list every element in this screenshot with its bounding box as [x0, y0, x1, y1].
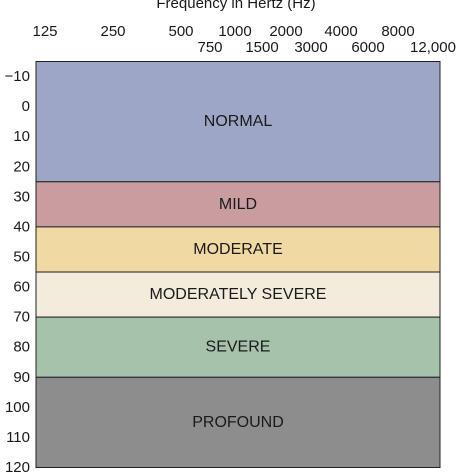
band-label: SEVERE [206, 339, 271, 356]
x-tick-label: 12,000 [410, 39, 456, 56]
band-severe [35, 316, 441, 378]
band-label: PROFOUND [192, 414, 284, 431]
x-tick-label: 3000 [294, 39, 327, 56]
x-tick-label: 750 [197, 39, 222, 56]
band-mild [35, 181, 441, 228]
y-tick-label: 40 [13, 218, 30, 235]
y-tick-label: 120 [5, 459, 30, 474]
band-profound [35, 376, 441, 468]
x-tick-label: 1500 [245, 39, 278, 56]
y-tick-label: 100 [5, 399, 30, 416]
x-tick-labels-top-row: 125 250 500 1000 2000 4000 8000 [32, 23, 414, 40]
severity-bands: NORMAL MILD MODERATE MODERATELY SEVERE SEVER… [35, 61, 441, 468]
x-tick-label: 8000 [381, 23, 414, 40]
y-tick-label: −10 [5, 68, 30, 85]
x-tick-label: 4000 [324, 23, 357, 40]
band-label: MODERATELY SEVERE [150, 286, 327, 303]
band-label: NORMAL [204, 113, 273, 130]
x-tick-label: 6000 [351, 39, 384, 56]
y-tick-label: 30 [13, 188, 30, 205]
y-tick-label: 80 [13, 339, 30, 356]
y-tick-label: 90 [13, 369, 30, 386]
band-label: MODERATE [193, 241, 282, 258]
y-tick-label: 20 [13, 158, 30, 175]
x-tick-label: 2000 [269, 23, 302, 40]
y-tick-label: 50 [13, 248, 30, 265]
x-tick-label: 250 [100, 23, 125, 40]
y-tick-label: 10 [13, 128, 30, 145]
x-tick-labels-bottom-row: 750 1500 3000 6000 12,000 [197, 39, 455, 56]
y-tick-label: 110 [6, 429, 30, 446]
band-normal [35, 61, 441, 183]
band-label: MILD [219, 196, 257, 213]
y-tick-label: 70 [13, 309, 30, 326]
band-moderately-severe [35, 271, 441, 318]
y-tick-label: 60 [13, 279, 30, 296]
x-tick-label: 1000 [218, 23, 251, 40]
x-tick-label: 125 [32, 23, 57, 40]
x-tick-label: 500 [168, 23, 193, 40]
band-moderate [35, 226, 441, 273]
y-tick-labels: −10 0 10 20 30 40 50 60 70 80 90 100 110 120 [5, 68, 30, 474]
y-tick-label: 0 [22, 98, 30, 115]
chart-title: Frequency in Hertz (Hz) [156, 0, 315, 12]
